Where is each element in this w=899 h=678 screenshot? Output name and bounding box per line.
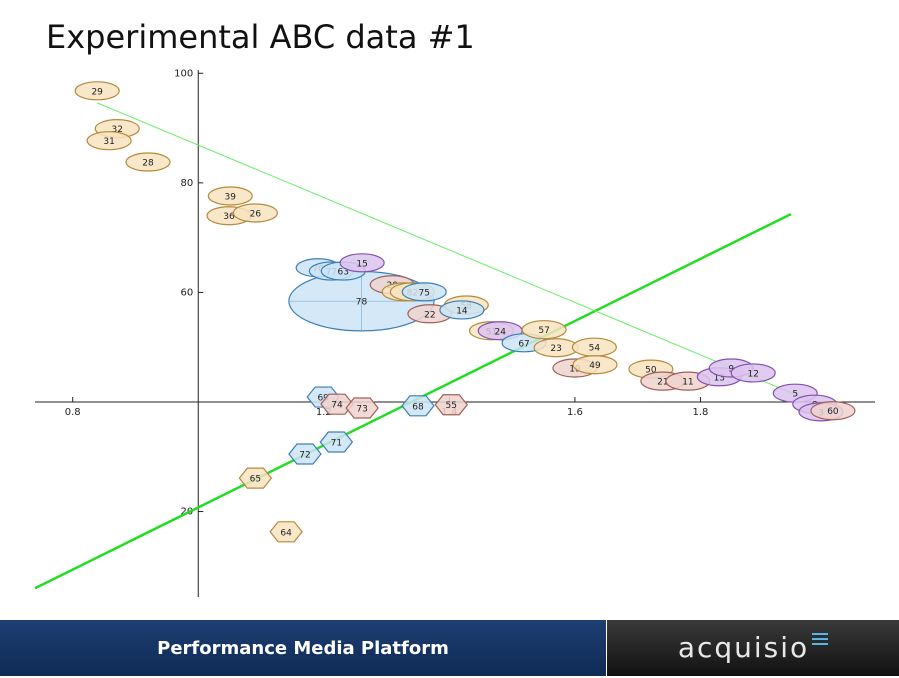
trend-line [96,102,820,406]
x-tick-label: 1.6 [567,407,583,418]
bubble [810,401,856,421]
point-label: 50 [645,366,657,376]
y-tick-label: 100 [174,68,193,79]
hexagon-marker [345,397,379,419]
point-label: 68 [412,402,424,412]
hexagon-marker [434,394,469,416]
point-label: 9 [728,365,734,375]
point-label: 75 [419,288,430,298]
point-label: 67 [518,339,529,349]
footer: Performance Media Platform acquisio [0,620,899,676]
bubble [207,186,253,206]
point-label: 13 [714,373,725,383]
point-label: 29 [91,87,103,97]
footer-logo: acquisio [607,620,899,676]
point-label: 22 [424,310,435,320]
point-label: 19 [569,365,581,375]
point-label: 31 [103,137,114,147]
logo-text: acquisio [677,631,810,664]
bubble [572,355,618,375]
bubble [730,363,776,383]
point-label: 54 [589,344,601,354]
point-label: 74 [331,401,343,411]
point-label: 26 [250,209,262,219]
bubble [86,131,132,151]
bubble [74,81,120,101]
bubble [232,203,278,223]
logo-mark [812,633,829,645]
point-label: 32 [112,125,123,135]
bubble [339,253,385,273]
point-label: 49 [589,361,601,371]
point-label: 63 [338,268,349,278]
footer-tagline: Performance Media Platform [0,620,606,676]
point-label: 21 [657,378,668,388]
slide-title: Experimental ABC data #1 [46,18,475,56]
point-label: 71 [331,438,342,448]
hexagon-marker [288,443,322,465]
hexagon-marker [401,395,435,417]
point-label: 65 [250,475,261,485]
bubble [439,300,485,320]
x-tick-label: 1.2 [316,407,332,418]
point-label: 72 [299,451,310,461]
point-label: 12 [747,369,758,379]
point-label: 78 [356,298,368,308]
point-label: 60 [827,407,839,417]
x-tick-label: 1.8 [693,407,709,418]
hexagon-marker [319,431,354,453]
bubble [521,320,567,340]
point-label: 36 [223,212,235,222]
y-tick-label: 80 [181,178,194,189]
point-label: 64 [280,528,292,538]
y-tick-label: 60 [181,287,194,298]
point-label: 14 [456,306,468,316]
point-label: 11 [682,378,693,388]
bubble [125,152,171,172]
point-label: 15 [356,259,367,269]
hexagon-marker [269,521,303,543]
point-label: 39 [225,192,237,202]
point-label: 69 [317,394,329,404]
hexagon-marker [238,467,273,489]
point-label: 28 [142,159,154,169]
point-label: 5 [792,390,798,400]
bubble [401,282,447,302]
point-label: 57 [538,326,549,336]
point-label: 55 [446,401,457,411]
x-tick-label: 0.8 [65,407,81,418]
point-label: 24 [494,327,506,337]
chart: 0.81.21.41.61.82060801002932312839362678… [34,68,875,597]
point-label: 23 [550,344,561,354]
point-label: 73 [356,405,367,415]
